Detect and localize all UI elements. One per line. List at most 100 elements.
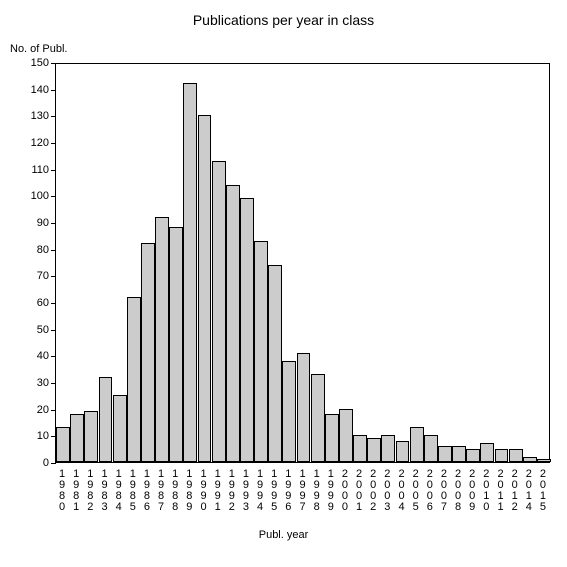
y-tick-label: 10 [23, 430, 49, 442]
y-tick [51, 250, 56, 251]
x-tick-label: 1985 [129, 469, 137, 513]
bar [325, 414, 339, 462]
x-tick-label: 1992 [228, 469, 236, 513]
x-tick-label: 2006 [426, 469, 434, 513]
y-tick-label: 90 [23, 217, 49, 229]
x-tick-label: 1988 [171, 469, 179, 513]
bar [70, 414, 84, 462]
bar [438, 446, 452, 462]
y-tick [51, 116, 56, 117]
y-tick-label: 110 [23, 164, 49, 176]
x-tick-label: 2005 [412, 469, 420, 513]
x-tick-label: 1980 [58, 469, 66, 513]
bar [424, 435, 438, 462]
x-tick-label: 2008 [454, 469, 462, 513]
y-tick [51, 463, 56, 464]
bar [509, 449, 523, 462]
x-tick-label: 2014 [525, 469, 533, 513]
x-tick-label: 2011 [497, 469, 505, 513]
x-tick-label: 1995 [270, 469, 278, 513]
bar [353, 435, 367, 462]
y-tick [51, 196, 56, 197]
y-tick [51, 410, 56, 411]
bar [212, 161, 226, 462]
x-tick-label: 2010 [482, 469, 490, 513]
bar [99, 377, 113, 462]
bar [198, 115, 212, 462]
bar [410, 427, 424, 462]
y-tick-label: 80 [23, 244, 49, 256]
y-tick [51, 383, 56, 384]
y-tick-label: 120 [23, 137, 49, 149]
x-tick-label: 2007 [440, 469, 448, 513]
y-tick-label: 30 [23, 377, 49, 389]
y-tick-label: 150 [23, 57, 49, 69]
y-tick [51, 436, 56, 437]
bar [396, 441, 410, 462]
bar [311, 374, 325, 462]
bar [367, 438, 381, 462]
bar [495, 449, 509, 462]
bar [466, 449, 480, 462]
y-tick-label: 40 [23, 350, 49, 362]
y-tick [51, 356, 56, 357]
x-tick-labels: 1980198119821983198419851986198719881989… [55, 469, 550, 529]
bar [381, 435, 395, 462]
chart-title: Publications per year in class [0, 12, 567, 28]
x-tick-label: 1984 [115, 469, 123, 513]
y-tick-label: 130 [23, 110, 49, 122]
plot-area [55, 63, 550, 463]
y-tick-label: 100 [23, 190, 49, 202]
y-tick-label: 20 [23, 404, 49, 416]
bar [240, 198, 254, 462]
x-tick-label: 1994 [256, 469, 264, 513]
y-tick [51, 330, 56, 331]
x-tick-label: 2003 [383, 469, 391, 513]
bar [480, 443, 494, 462]
bar [127, 297, 141, 462]
bar [452, 446, 466, 462]
y-tick [51, 63, 56, 64]
x-tick-label: 2000 [341, 469, 349, 513]
x-tick-label: 2012 [511, 469, 519, 513]
x-tick-label: 1999 [327, 469, 335, 513]
y-tick [51, 303, 56, 304]
bar [56, 427, 70, 462]
bar [84, 411, 98, 462]
y-tick-label: 0 [23, 457, 49, 469]
x-tick-label: 2015 [539, 469, 547, 513]
y-axis-label: No. of Publ. [10, 43, 67, 55]
x-tick-label: 1981 [72, 469, 80, 513]
bar [113, 395, 127, 462]
bar [282, 361, 296, 462]
y-tick [51, 276, 56, 277]
y-tick-label: 60 [23, 297, 49, 309]
y-tick [51, 170, 56, 171]
x-tick-label: 1983 [101, 469, 109, 513]
x-tick-label: 2002 [369, 469, 377, 513]
y-tick-label: 140 [23, 84, 49, 96]
bar [523, 457, 537, 462]
y-tick-label: 50 [23, 324, 49, 336]
bar [254, 241, 268, 462]
x-tick-label: 1989 [185, 469, 193, 513]
x-tick-label: 1993 [242, 469, 250, 513]
bar [141, 243, 155, 462]
x-tick-label: 1997 [299, 469, 307, 513]
x-tick-label: 1998 [313, 469, 321, 513]
bar [537, 459, 551, 462]
bar [268, 265, 282, 462]
bar [226, 185, 240, 462]
chart-container: Publications per year in class No. of Pu… [0, 0, 567, 567]
x-tick-label: 2004 [398, 469, 406, 513]
x-tick-label: 1990 [200, 469, 208, 513]
x-axis-label: Publ. year [0, 529, 567, 541]
bar [183, 83, 197, 462]
x-tick-label: 1987 [157, 469, 165, 513]
y-tick-label: 70 [23, 270, 49, 282]
bar [339, 409, 353, 462]
bar [155, 217, 169, 462]
y-tick [51, 90, 56, 91]
x-tick-label: 1986 [143, 469, 151, 513]
x-tick-label: 2009 [468, 469, 476, 513]
